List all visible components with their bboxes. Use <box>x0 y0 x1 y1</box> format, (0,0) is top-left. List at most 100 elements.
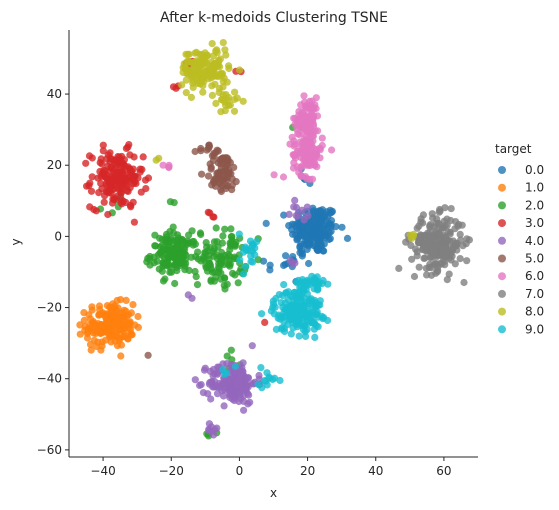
data-point <box>122 332 130 340</box>
data-point <box>197 230 205 239</box>
data-point <box>302 332 310 340</box>
data-point <box>297 230 305 238</box>
data-point <box>289 164 298 172</box>
data-point <box>152 242 160 250</box>
data-point <box>187 93 195 101</box>
data-point <box>198 76 206 84</box>
data-point <box>205 141 213 149</box>
legend-item-3.0: 3.0 <box>498 216 544 230</box>
data-point <box>90 329 98 337</box>
data-point <box>174 244 182 252</box>
data-point <box>110 327 118 335</box>
data-point <box>170 229 178 237</box>
data-point <box>191 267 199 276</box>
data-point <box>189 59 197 67</box>
x-tick-label: 20 <box>300 464 315 478</box>
data-point <box>280 211 288 219</box>
data-point <box>297 163 305 171</box>
data-point <box>287 330 295 338</box>
data-point <box>305 296 313 305</box>
data-point <box>181 63 189 71</box>
data-point <box>230 163 238 171</box>
data-point <box>202 262 210 270</box>
data-point <box>120 156 128 164</box>
data-point <box>280 281 288 289</box>
data-point <box>118 168 126 176</box>
data-point <box>215 70 223 78</box>
data-point <box>87 315 95 323</box>
data-point <box>291 221 299 229</box>
data-point <box>95 302 104 310</box>
data-point <box>282 289 290 297</box>
data-point <box>193 281 202 289</box>
series-2.0 <box>96 122 306 440</box>
data-point <box>456 230 464 238</box>
data-point <box>178 81 186 89</box>
data-point <box>156 249 164 257</box>
data-point <box>239 97 247 105</box>
data-point <box>431 238 439 246</box>
data-point <box>207 276 215 284</box>
data-point <box>299 224 307 232</box>
data-point <box>410 272 419 281</box>
data-point <box>293 306 302 314</box>
data-point <box>223 78 231 86</box>
data-point <box>448 252 456 260</box>
x-tick-label: 40 <box>368 464 383 478</box>
data-point <box>316 146 324 154</box>
data-point <box>208 91 216 99</box>
data-point <box>237 368 245 376</box>
data-point <box>188 294 196 302</box>
data-point <box>141 176 150 184</box>
data-point <box>434 230 442 238</box>
data-point <box>239 248 248 256</box>
data-point <box>96 159 104 167</box>
data-point <box>309 137 317 145</box>
data-point <box>311 216 319 224</box>
series-6.0 <box>159 92 336 183</box>
data-point <box>320 314 328 322</box>
data-point <box>170 199 178 207</box>
data-point <box>99 309 107 317</box>
x-axis-label: x <box>270 486 277 500</box>
y-tick-label: −20 <box>37 301 62 315</box>
data-point <box>463 257 471 265</box>
data-point <box>191 240 199 248</box>
data-point <box>304 212 312 220</box>
data-point <box>230 95 238 104</box>
data-point <box>447 205 455 213</box>
data-point <box>213 238 221 246</box>
legend-label: 2.0 <box>525 198 544 212</box>
data-point <box>122 296 130 304</box>
axes-layer: −40 −20 0 20 40 60 −60 −40 −20 0 20 40 <box>37 30 478 478</box>
data-point <box>207 265 215 273</box>
data-point <box>182 259 190 267</box>
data-point <box>205 425 213 433</box>
data-point <box>249 258 257 266</box>
data-point <box>159 277 168 285</box>
data-point <box>407 241 415 250</box>
data-point <box>296 244 304 252</box>
data-point <box>298 311 307 319</box>
data-point <box>212 99 220 107</box>
data-point <box>86 340 95 348</box>
data-point <box>286 140 294 148</box>
data-point <box>236 390 244 399</box>
data-point <box>248 242 256 250</box>
data-point <box>298 289 306 297</box>
data-point <box>413 224 421 232</box>
data-point <box>191 147 199 156</box>
data-point <box>303 245 311 253</box>
data-point <box>221 285 229 293</box>
data-point <box>427 271 436 279</box>
data-point <box>224 96 232 104</box>
data-point <box>236 256 244 264</box>
data-point <box>429 253 437 261</box>
data-point <box>220 378 228 386</box>
data-point <box>207 395 215 403</box>
data-point <box>198 170 206 178</box>
data-point <box>213 369 221 377</box>
data-point <box>209 213 217 221</box>
data-point <box>101 167 109 175</box>
legend-item-2.0: 2.0 <box>498 198 544 212</box>
